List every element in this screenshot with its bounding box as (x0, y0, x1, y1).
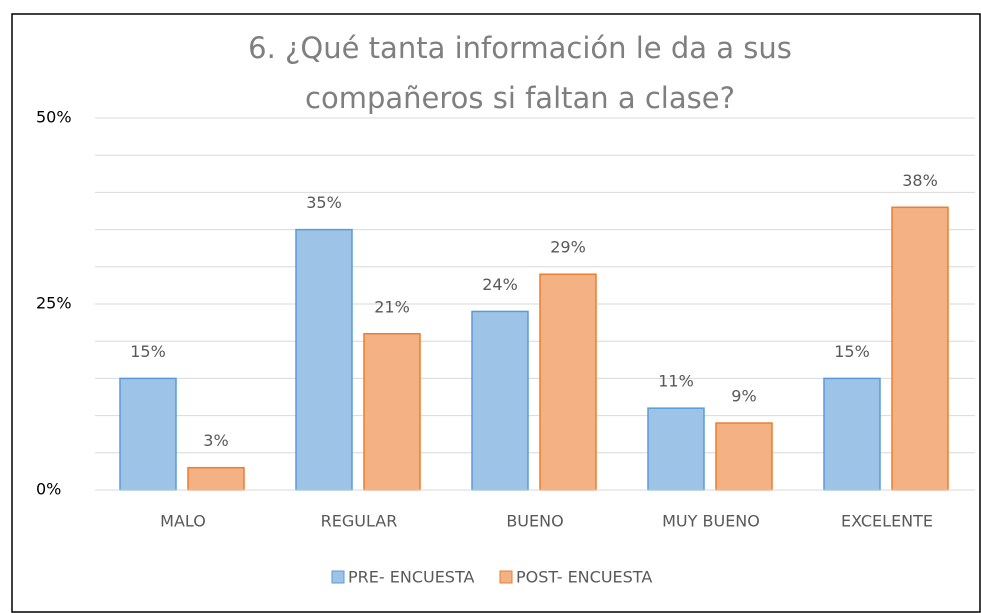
x-tick-label: MUY BUENO (662, 512, 760, 531)
y-tick-label: 50% (36, 108, 72, 127)
data-label: 21% (374, 297, 410, 316)
y-tick-label: 0% (36, 480, 61, 499)
x-tick-label: BUENO (506, 512, 563, 531)
data-label: 15% (130, 342, 166, 361)
data-label: 35% (306, 193, 342, 212)
legend-swatch (499, 570, 513, 584)
bar (471, 310, 529, 491)
data-label: 24% (482, 275, 518, 294)
legend-label: POST- ENCUESTA (516, 568, 652, 587)
data-label: 15% (834, 342, 870, 361)
data-label: 29% (550, 238, 586, 257)
data-label: 38% (902, 171, 938, 190)
legend-label: PRE- ENCUESTA (348, 568, 474, 587)
data-label: 3% (203, 431, 228, 450)
bar (647, 407, 705, 491)
x-tick-label: MALO (160, 512, 206, 531)
bar (187, 466, 245, 491)
data-label: 11% (658, 372, 694, 391)
data-label: 9% (731, 387, 756, 406)
chart-title: 6. ¿Qué tanta información le da a sus (248, 31, 792, 65)
bar (715, 422, 773, 491)
bar (823, 377, 881, 491)
bar (295, 228, 353, 491)
x-tick-label: REGULAR (321, 512, 398, 531)
y-tick-label: 25% (36, 294, 72, 313)
bar (119, 377, 177, 491)
bar (363, 333, 421, 491)
bar (891, 206, 949, 491)
legend-swatch (331, 570, 345, 584)
bar (539, 273, 597, 491)
x-tick-label: EXCELENTE (841, 512, 933, 531)
chart-title: compañeros si faltan a clase? (305, 81, 735, 115)
